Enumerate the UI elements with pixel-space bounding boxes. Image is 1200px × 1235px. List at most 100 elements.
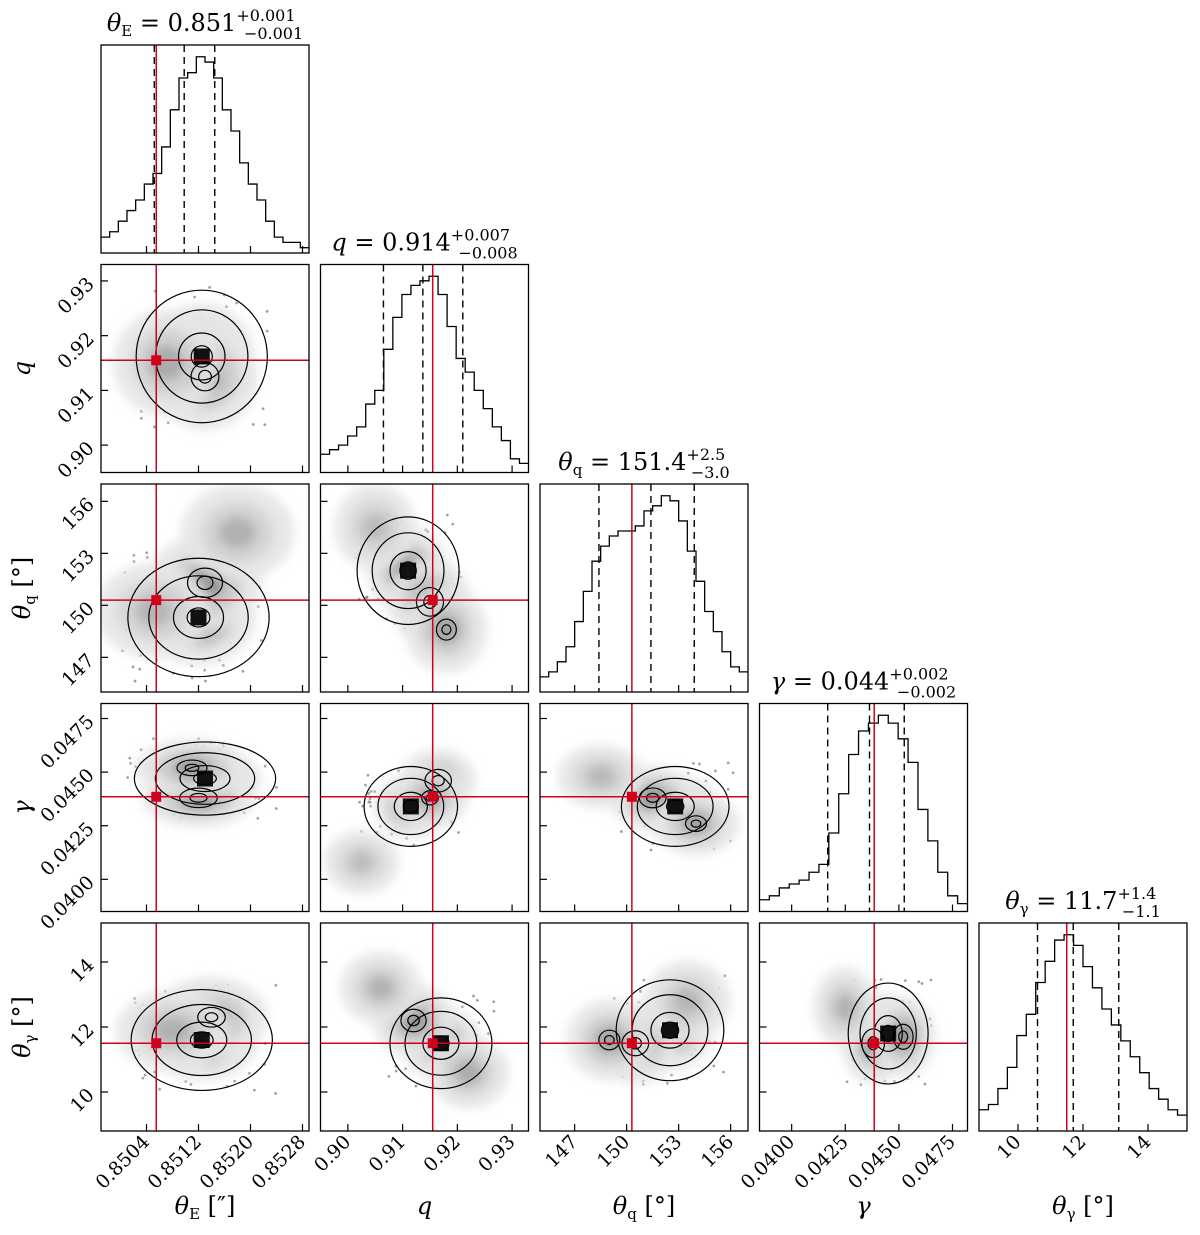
- contour-level-2: [179, 787, 218, 809]
- contour-level-3: [690, 819, 702, 828]
- scatter-point: [859, 1083, 863, 1087]
- x-axis-label-thetaE: θE [″]: [175, 1192, 236, 1223]
- contour-level-3: [407, 1014, 420, 1027]
- contour-level-1: [859, 997, 917, 1070]
- pair-panel-q-thetaq: [319, 483, 530, 693]
- density-peak: [193, 348, 210, 365]
- contour-level-3: [196, 575, 214, 591]
- density-core: [153, 1016, 192, 1044]
- hist-title-plus-thetaE: +0.001: [236, 6, 295, 25]
- contour-level-3: [186, 607, 211, 628]
- contour-level-2: [421, 790, 439, 806]
- hist-panel-thetagamma: θγ = 11.7+1.4 −1.1: [978, 884, 1188, 1132]
- truth-marker: [427, 791, 438, 802]
- density-thetaE-thetagamma: [115, 976, 269, 1081]
- scatter-point: [397, 769, 400, 772]
- pair-frame: [319, 702, 530, 913]
- scatter-point: [457, 831, 460, 834]
- contour-level-3: [603, 1034, 615, 1046]
- contour-level-3: [898, 1030, 909, 1044]
- hist-title-thetaq: θq = 151.4+2.5 −3.0: [558, 445, 729, 482]
- contour-level-2: [400, 1008, 427, 1033]
- y-tick-label: 0.93: [53, 273, 98, 318]
- truth-marker: [151, 595, 162, 606]
- scatter-point: [263, 423, 267, 427]
- hist-line-q: [320, 275, 529, 465]
- hist-title-q: q = 0.914+0.007 −0.008: [331, 226, 517, 263]
- scatter-point: [261, 407, 265, 411]
- contour-level-0: [620, 765, 730, 847]
- truth-marker: [151, 791, 162, 802]
- scatter-point: [404, 1067, 408, 1070]
- scatter-point: [361, 804, 365, 808]
- contour-level-3: [189, 1031, 214, 1049]
- scatter-point: [472, 994, 475, 998]
- contour-level-2: [435, 618, 457, 641]
- contour-level-3: [402, 799, 419, 814]
- truth-marker: [427, 1038, 438, 1049]
- density-core: [586, 765, 616, 788]
- scatter-point: [365, 595, 369, 599]
- scatter-point: [704, 779, 708, 783]
- scatter-point: [145, 556, 149, 559]
- scatter-point: [874, 986, 878, 989]
- x-axis-label-gamma: γ: [856, 1192, 871, 1220]
- y-tick-label: 14: [66, 954, 99, 987]
- hist-title-plus-thetagamma: +1.4: [1117, 884, 1156, 903]
- y-tick-label: 12: [66, 1019, 99, 1052]
- x-axis-thetagamma: 10 12 14 θγ [°]: [993, 1124, 1156, 1223]
- hist-line-thetaq: [540, 495, 748, 678]
- scatter-point: [369, 804, 373, 808]
- scatter-point: [920, 982, 924, 985]
- contour-level-2: [393, 791, 428, 822]
- y-tick-label: 10: [66, 1084, 99, 1117]
- truth-marker: [626, 791, 637, 802]
- density-core: [361, 512, 390, 542]
- scatter-point: [697, 762, 701, 766]
- scatter-point: [141, 1076, 145, 1080]
- contour-level-0: [363, 765, 459, 847]
- contour-level-3: [646, 792, 660, 803]
- scatter-point: [612, 997, 616, 1000]
- density-core: [638, 787, 668, 809]
- scatter-point: [726, 787, 730, 791]
- y-tick-label: 153: [58, 546, 99, 587]
- scatter-point: [358, 800, 362, 804]
- contour-level-0: [356, 516, 460, 626]
- scatter-point: [133, 679, 137, 683]
- contour-level-0: [135, 289, 268, 424]
- contour-level-2: [892, 1023, 914, 1050]
- scatter-point: [259, 639, 263, 642]
- y-tick-label: 150: [58, 598, 99, 639]
- x-tick-label: 0.8504: [91, 1131, 154, 1194]
- x-tick-label: 150: [593, 1131, 634, 1172]
- scatter-point: [367, 800, 371, 804]
- scatter-point: [364, 783, 367, 787]
- x-tick-label: 0.92: [419, 1131, 464, 1176]
- density-peak: [402, 798, 419, 815]
- scatter-point: [143, 1073, 147, 1077]
- density-peak: [662, 1022, 678, 1039]
- x-tick-label: 0.0400: [737, 1131, 800, 1194]
- scatter-point: [274, 983, 278, 987]
- contour-level-1: [154, 752, 256, 805]
- x-tick-label: 0.0425: [790, 1131, 853, 1194]
- scatter-point: [475, 998, 479, 1002]
- scatter-point: [713, 769, 717, 773]
- scatter-point: [265, 329, 269, 333]
- density-peak: [400, 562, 417, 579]
- x-axis-label-thetagamma: θγ [°]: [1052, 1192, 1114, 1223]
- scatter-point: [184, 1079, 188, 1083]
- scatter-point: [235, 301, 239, 305]
- contour-level-2: [197, 1006, 226, 1028]
- scatter-point: [692, 761, 695, 765]
- scatter-point: [445, 513, 449, 517]
- contour-level-3: [190, 345, 213, 368]
- hist-title-minus-thetaE: −0.001: [244, 24, 303, 43]
- contour-level-3: [198, 369, 212, 384]
- pair-panel-thetaE-thetaq: [100, 483, 310, 693]
- scatter-point: [133, 997, 137, 1000]
- contour-level-3: [184, 763, 200, 772]
- hist-title-thetagamma: θγ = 11.7+1.4 −1.1: [1005, 884, 1161, 921]
- contour-level-2: [650, 1011, 690, 1049]
